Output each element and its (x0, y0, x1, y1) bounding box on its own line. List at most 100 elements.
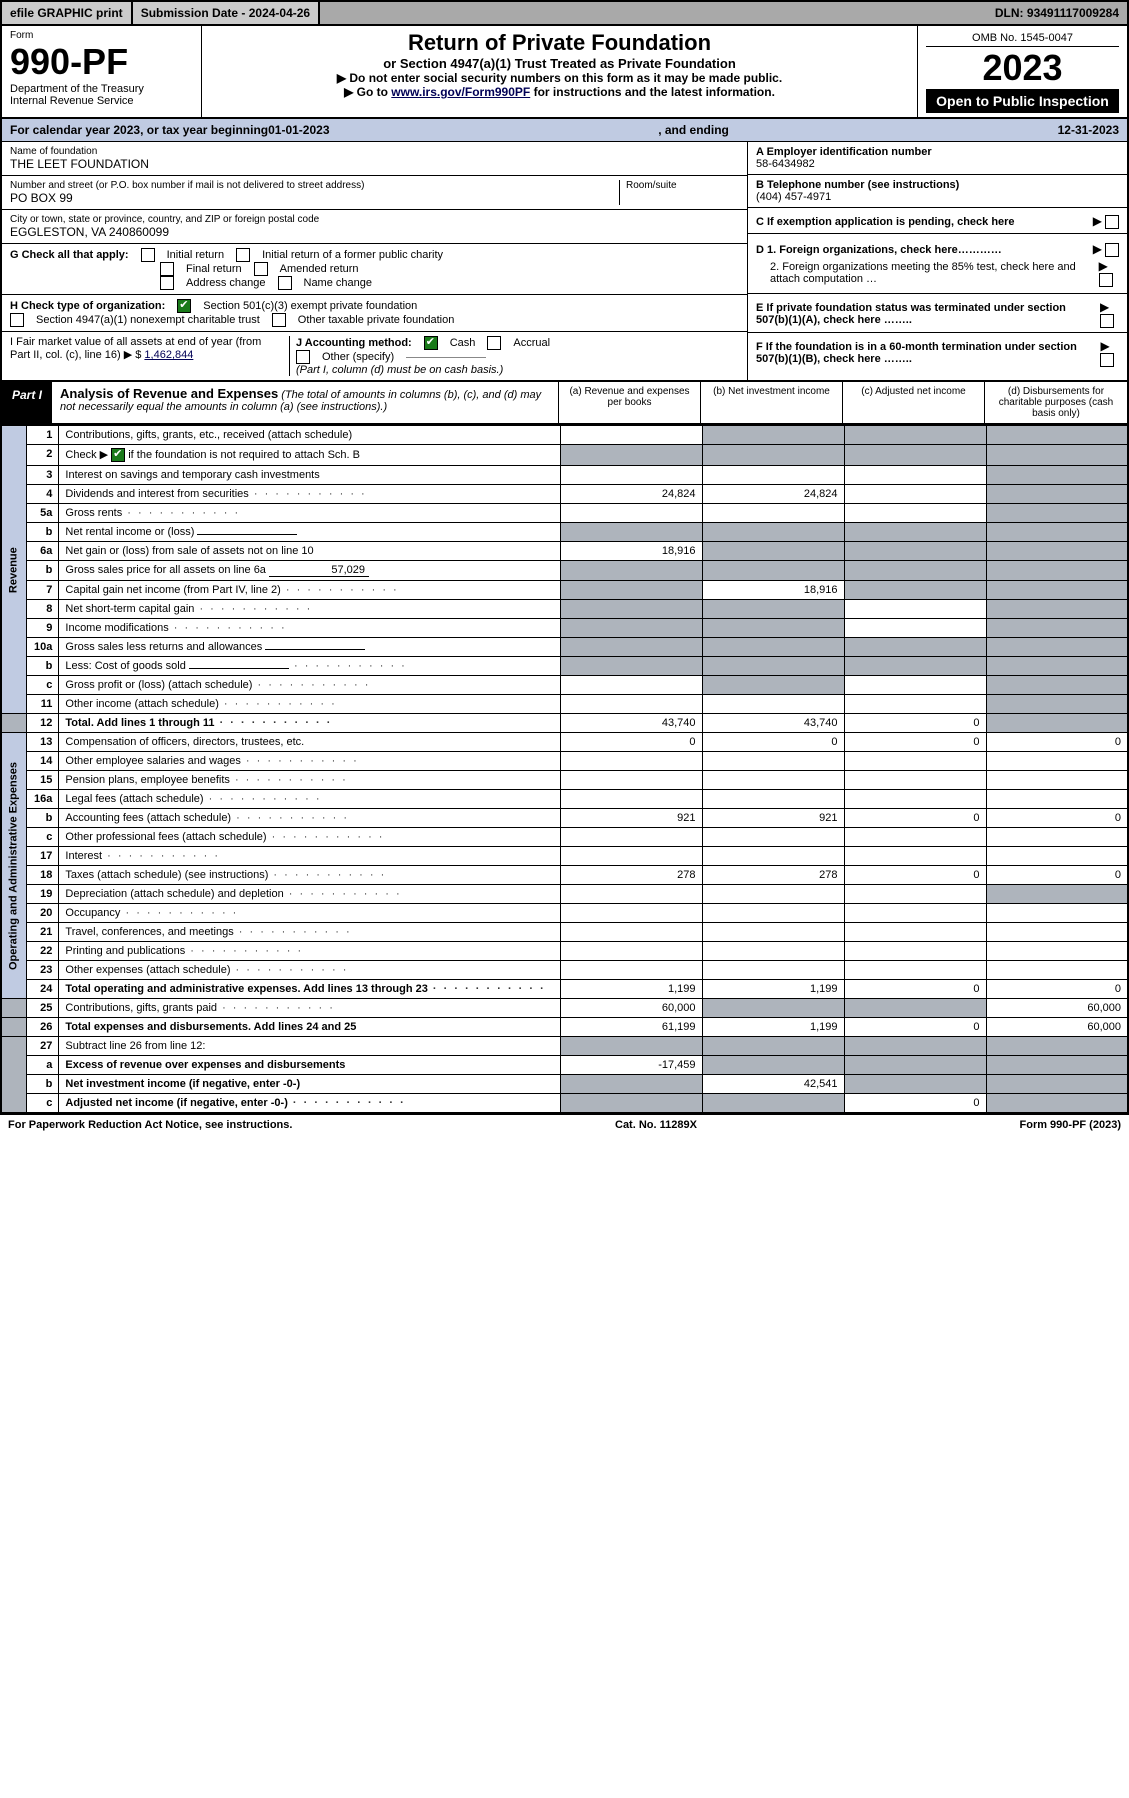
r5b-under (197, 534, 297, 535)
r19-a (560, 885, 702, 904)
r16b-desc: Accounting fees (attach schedule) (59, 809, 560, 828)
G-row3: Address change Name change (160, 276, 739, 290)
cb-initial-former[interactable] (236, 248, 250, 262)
cb-othertax[interactable] (272, 313, 286, 327)
E-label: E If private foundation status was termi… (756, 302, 1094, 326)
r16c-a (560, 828, 702, 847)
form-header: Form 990-PF Department of the Treasury I… (0, 26, 1129, 119)
r23-c (844, 961, 986, 980)
row-24: 24 Total operating and administrative ex… (1, 980, 1128, 999)
sidelabel-revenue: Revenue (1, 426, 27, 714)
r27b-a (560, 1075, 702, 1094)
cb-other[interactable] (296, 350, 310, 364)
cb-amended[interactable] (254, 262, 268, 276)
r1-c (844, 426, 986, 445)
r1-a (560, 426, 702, 445)
city-box: City or town, state or province, country… (2, 210, 747, 244)
r27-c (844, 1037, 986, 1056)
cb-sec4947[interactable] (10, 313, 24, 327)
r12-no: 12 (27, 714, 59, 733)
r12-c: 0 (844, 714, 986, 733)
r10c-b (702, 676, 844, 695)
r27-no: 27 (27, 1037, 59, 1056)
row-15: 15 Pension plans, employee benefits (1, 771, 1128, 790)
r26-desc: Total expenses and disbursements. Add li… (59, 1018, 560, 1037)
r18-no: 18 (27, 866, 59, 885)
r27c-d (986, 1094, 1128, 1114)
r16c-c (844, 828, 986, 847)
lbl-othertax: Other taxable private foundation (298, 314, 455, 326)
r10b-desc: Less: Cost of goods sold (59, 657, 560, 676)
row-10a: 10a Gross sales less returns and allowan… (1, 638, 1128, 657)
r27c-b (702, 1094, 844, 1114)
cb-E[interactable] (1100, 314, 1114, 328)
lbl-sec501: Section 501(c)(3) exempt private foundat… (203, 300, 417, 312)
row-3: 3 Interest on savings and temporary cash… (1, 466, 1128, 485)
G-row: G Check all that apply: Initial return I… (10, 248, 739, 262)
r27-b (702, 1037, 844, 1056)
r27c-a (560, 1094, 702, 1114)
D1-arrow: ▶ (1093, 242, 1102, 256)
cb-D2[interactable] (1099, 273, 1113, 287)
cb-accrual[interactable] (487, 336, 501, 350)
r19-d (986, 885, 1128, 904)
form-number: 990-PF (10, 41, 193, 83)
r15-d (986, 771, 1128, 790)
r12-a: 43,740 (560, 714, 702, 733)
J-row: J Accounting method: Cash Accrual (296, 336, 739, 350)
r24-desc: Total operating and administrative expen… (59, 980, 560, 999)
F-arrow: ▶ (1100, 339, 1109, 353)
calrow-b: , and ending (330, 123, 1058, 137)
r8-d (986, 600, 1128, 619)
r3-no: 3 (27, 466, 59, 485)
r7-d (986, 581, 1128, 600)
foundation-name-box: Name of foundation THE LEET FOUNDATION (2, 142, 747, 176)
r8-a (560, 600, 702, 619)
r3-a (560, 466, 702, 485)
cb-addrchange[interactable] (160, 276, 174, 290)
A-label: A Employer identification number (756, 146, 1119, 158)
r23-b (702, 961, 844, 980)
r24-a: 1,199 (560, 980, 702, 999)
B-box: B Telephone number (see instructions) (4… (748, 175, 1127, 208)
cb-D1[interactable] (1105, 243, 1119, 257)
r25-side (1, 999, 27, 1018)
r13-b: 0 (702, 733, 844, 752)
r27c-c: 0 (844, 1094, 986, 1114)
instr-link[interactable]: www.irs.gov/Form990PF (391, 85, 530, 99)
row-5a: 5a Gross rents (1, 504, 1128, 523)
cb-sec501[interactable] (177, 299, 191, 313)
cb-F[interactable] (1100, 353, 1114, 367)
r2-desc: Check ▶ if the foundation is not require… (59, 445, 560, 466)
r24-c: 0 (844, 980, 986, 999)
cb-schB[interactable] (111, 448, 125, 462)
calendar-year-row: For calendar year 2023, or tax year begi… (0, 119, 1129, 142)
r18-b: 278 (702, 866, 844, 885)
part1-grid: Revenue 1 Contributions, gifts, grants, … (0, 425, 1129, 1114)
r16c-d (986, 828, 1128, 847)
r12-side (1, 714, 27, 733)
row-1: Revenue 1 Contributions, gifts, grants, … (1, 426, 1128, 445)
r5b-b (702, 523, 844, 542)
r11-b (702, 695, 844, 714)
cb-initial[interactable] (141, 248, 155, 262)
I-value[interactable]: 1,462,844 (144, 349, 193, 361)
r24-d: 0 (986, 980, 1128, 999)
r5b-d (986, 523, 1128, 542)
dept-text: Department of the Treasury Internal Reve… (10, 83, 193, 107)
r17-d (986, 847, 1128, 866)
r11-c (844, 695, 986, 714)
r16a-d (986, 790, 1128, 809)
cb-final[interactable] (160, 262, 174, 276)
r26-c: 0 (844, 1018, 986, 1037)
r17-no: 17 (27, 847, 59, 866)
cb-C[interactable] (1105, 215, 1119, 229)
r19-no: 19 (27, 885, 59, 904)
cb-cash[interactable] (424, 336, 438, 350)
cb-namechange[interactable] (278, 276, 292, 290)
r26-a: 61,199 (560, 1018, 702, 1037)
r5a-no: 5a (27, 504, 59, 523)
r4-b: 24,824 (702, 485, 844, 504)
B-value: (404) 457-4971 (756, 191, 1119, 203)
r3-d (986, 466, 1128, 485)
